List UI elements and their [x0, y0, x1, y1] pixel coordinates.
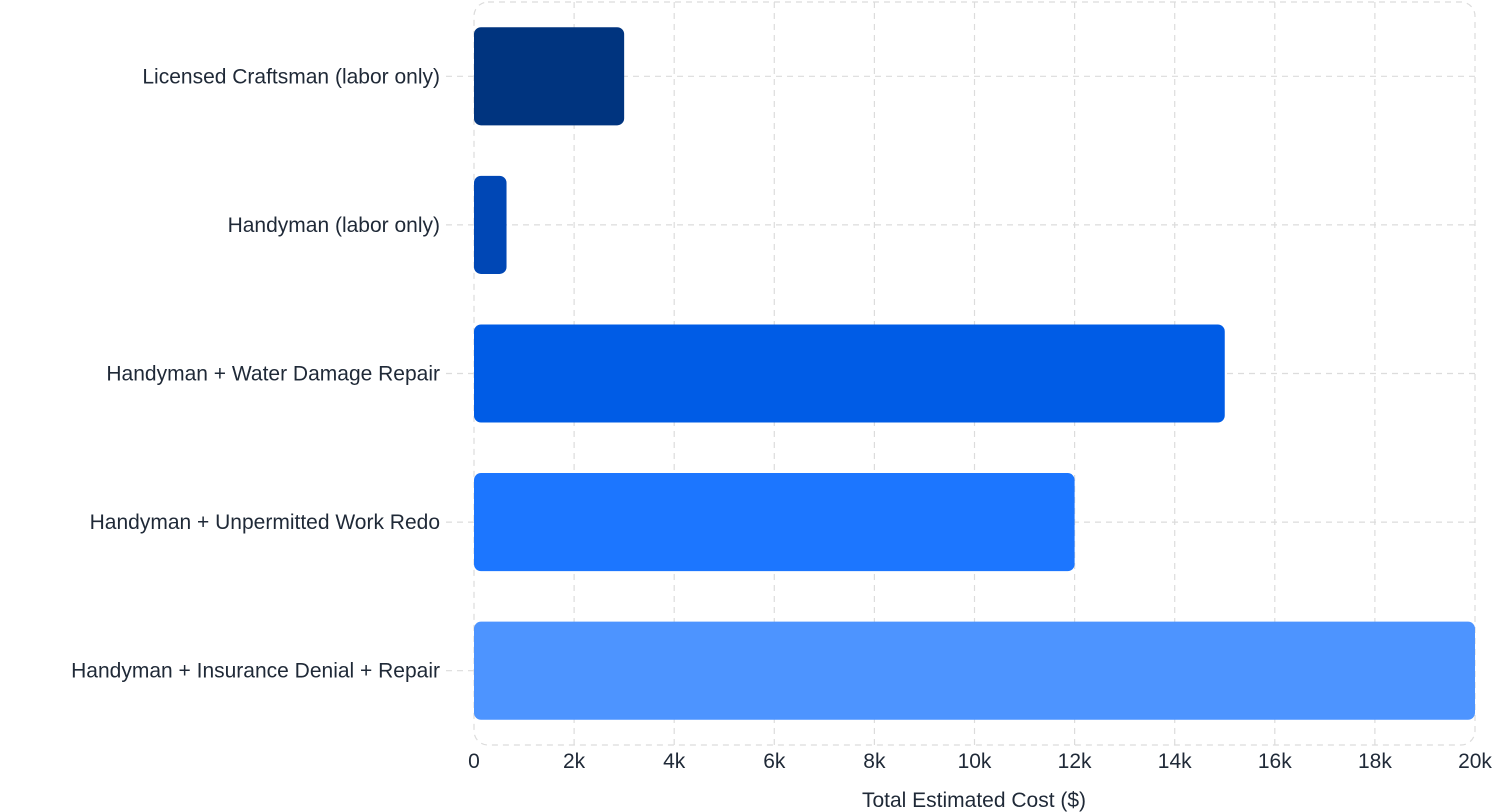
x-tick-label: 0: [468, 750, 480, 773]
x-axis-ticks: 0 2k 4k 6k 8k 10k 12k 14k 16k 18k 20k: [468, 750, 1492, 773]
bar: [474, 27, 625, 126]
category-label: Handyman (labor only): [228, 214, 440, 237]
grid: [446, 1, 1476, 746]
bars: [474, 27, 1475, 720]
bar: [474, 175, 507, 274]
x-tick-label: 12k: [1058, 750, 1092, 773]
x-tick-label: 20k: [1458, 750, 1492, 773]
x-tick-label: 10k: [958, 750, 992, 773]
x-tick-label: 14k: [1158, 750, 1192, 773]
x-tick-label: 4k: [663, 750, 686, 773]
x-tick-label: 18k: [1358, 750, 1392, 773]
x-axis-title: Total Estimated Cost ($): [862, 789, 1086, 812]
category-label: Handyman + Water Damage Repair: [106, 363, 440, 386]
category-label: Licensed Craftsman (labor only): [142, 65, 440, 88]
category-label: Handyman + Unpermitted Work Redo: [90, 511, 440, 534]
x-tick-label: 2k: [563, 750, 586, 773]
category-label: Handyman + Insurance Denial + Repair: [71, 660, 440, 683]
bar: [474, 621, 1475, 720]
bar: [474, 324, 1225, 423]
x-tick-label: 6k: [763, 750, 786, 773]
x-tick-label: 8k: [863, 750, 886, 773]
bar: [474, 473, 1075, 572]
category-labels: Licensed Craftsman (labor only) Handyman …: [71, 65, 440, 682]
x-tick-label: 16k: [1258, 750, 1292, 773]
